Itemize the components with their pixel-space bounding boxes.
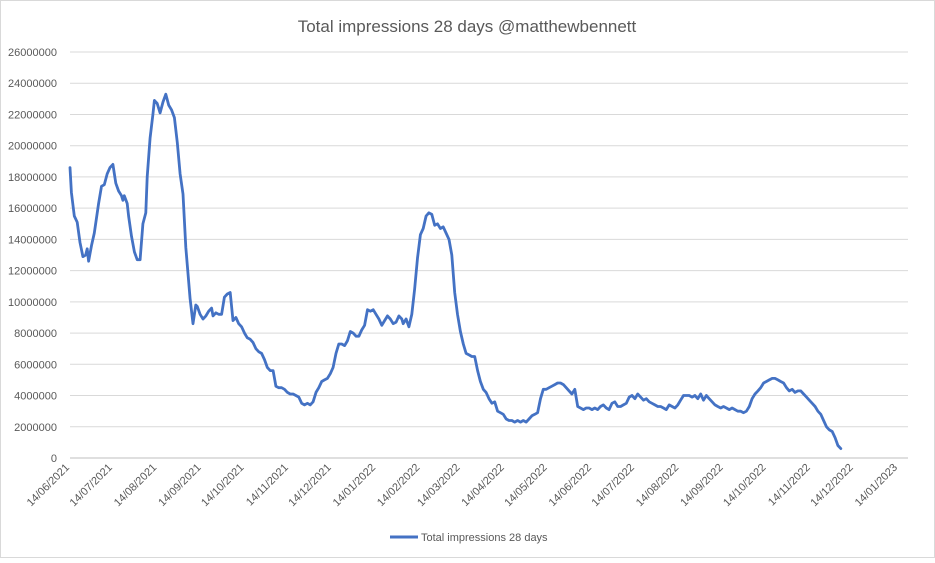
y-tick-label: 14000000 — [8, 234, 57, 246]
chart-title: Total impressions 28 days @matthewbennet… — [298, 17, 637, 36]
y-tick-label: 4000000 — [14, 391, 57, 403]
y-tick-label: 16000000 — [8, 203, 57, 215]
y-tick-label: 22000000 — [8, 109, 57, 121]
y-tick-label: 10000000 — [8, 297, 57, 309]
y-tick-label: 18000000 — [8, 172, 57, 184]
y-tick-label: 6000000 — [14, 359, 57, 371]
legend-label: Total impressions 28 days — [421, 532, 548, 544]
y-tick-label: 12000000 — [8, 266, 57, 278]
y-tick-label: 20000000 — [8, 141, 57, 153]
y-tick-label: 26000000 — [8, 47, 57, 59]
legend: Total impressions 28 days — [390, 532, 548, 544]
series-line — [68, 92, 843, 451]
y-tick-label: 24000000 — [8, 78, 57, 90]
y-tick-label: 8000000 — [14, 328, 57, 340]
series-layer — [68, 92, 843, 451]
y-axis-tick-labels: 0 2000000 4000000 6000000 8000000 10000000 120… — [8, 47, 57, 465]
y-tick-label: 0 — [51, 453, 57, 465]
gridlines — [70, 51, 908, 459]
y-tick-label: 2000000 — [14, 422, 57, 434]
